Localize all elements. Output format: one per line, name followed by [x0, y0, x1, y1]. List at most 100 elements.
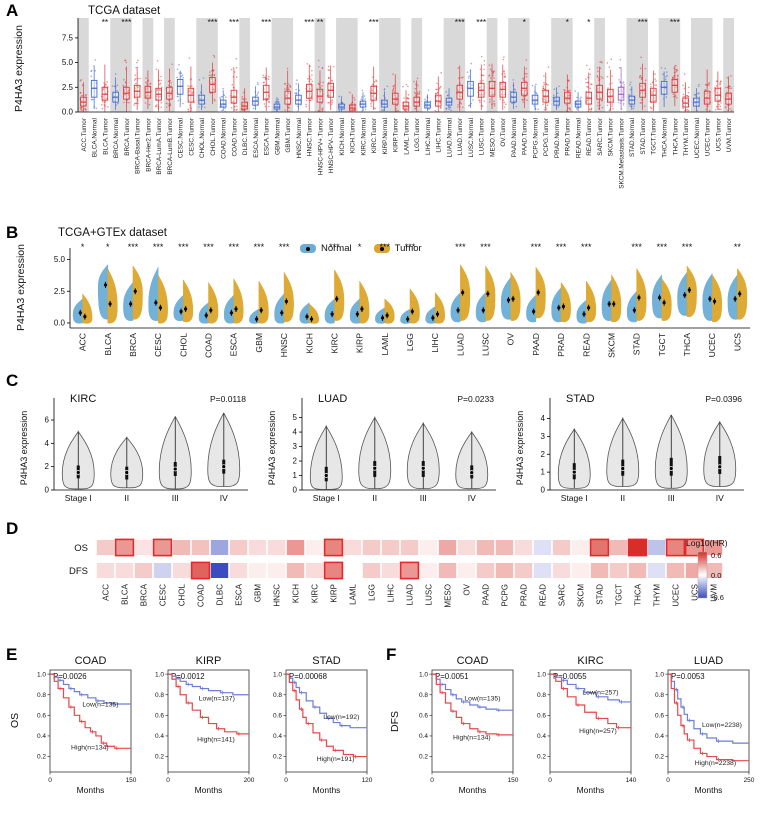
dfs-km-kirc-chart: KIRC 0.2 0.4 0.6 0.8 1.0 0 140 Months P=0.0055 Low… [537, 655, 637, 795]
svg-text:High(n=257): High(n=257) [579, 728, 617, 735]
svg-text:Low(n=135): Low(n=135) [82, 702, 118, 709]
svg-text:KIRC.Normal: KIRC.Normal [360, 118, 367, 156]
svg-text:0.4: 0.4 [655, 733, 664, 740]
svg-text:READ: READ [539, 584, 548, 606]
svg-text:0.2: 0.2 [273, 754, 282, 761]
svg-text:0.2: 0.2 [155, 754, 164, 761]
svg-text:***: *** [682, 242, 693, 252]
panel-b-label: B [6, 223, 19, 242]
svg-text:IV: IV [716, 493, 724, 503]
svg-text:P=0.0233: P=0.0233 [457, 394, 494, 404]
svg-text:Low(n=192): Low(n=192) [323, 714, 359, 721]
svg-text:***: *** [121, 17, 132, 27]
svg-text:BLCA: BLCA [103, 333, 113, 356]
svg-text:ESCA: ESCA [229, 333, 239, 357]
svg-text:0: 0 [45, 486, 50, 495]
svg-text:***: *** [380, 242, 391, 252]
svg-text:PRAD: PRAD [556, 333, 566, 357]
svg-text:HNSC-HPV-.Tumor: HNSC-HPV-.Tumor [328, 117, 335, 173]
svg-text:ESCA.Tumor: ESCA.Tumor [264, 117, 271, 155]
svg-text:0: 0 [430, 777, 434, 784]
svg-text:0.8: 0.8 [155, 692, 164, 699]
svg-text:LIHC.Tumor: LIHC.Tumor [436, 117, 443, 152]
svg-text:2.5: 2.5 [62, 83, 74, 92]
svg-text:P=0.0396: P=0.0396 [705, 394, 742, 404]
svg-text:1.0: 1.0 [419, 671, 428, 678]
svg-text:Months: Months [695, 785, 723, 795]
svg-text:0.2: 0.2 [537, 754, 546, 761]
svg-text:0: 0 [48, 777, 52, 784]
svg-text:LUSC: LUSC [481, 333, 491, 356]
svg-text:LAML: LAML [349, 583, 358, 604]
svg-text:Low(n=257): Low(n=257) [582, 689, 618, 696]
svg-text:P=0.0051: P=0.0051 [435, 672, 469, 681]
median-dot-icon [306, 246, 310, 251]
svg-text:KIRP: KIRP [330, 584, 339, 603]
svg-text:CHOL.Normal: CHOL.Normal [199, 118, 206, 158]
svg-text:STAD.Normal: STAD.Normal [629, 118, 636, 157]
svg-text:P=0.0053: P=0.0053 [671, 672, 705, 681]
svg-text:LUSC.Normal: LUSC.Normal [468, 118, 475, 157]
svg-text:3: 3 [293, 442, 298, 451]
svg-text:0.4: 0.4 [155, 733, 164, 740]
svg-text:Months: Months [195, 785, 223, 795]
svg-text:LGG.Tumor: LGG.Tumor [414, 117, 421, 151]
svg-text:PCPG.Normal: PCPG.Normal [532, 118, 539, 158]
svg-text:LIHC: LIHC [387, 584, 396, 602]
svg-text:BRCA: BRCA [140, 583, 149, 606]
svg-text:0.8: 0.8 [37, 692, 46, 699]
svg-text:TGCT: TGCT [615, 584, 624, 606]
svg-text:SARC: SARC [558, 584, 567, 606]
svg-text:6: 6 [45, 416, 50, 425]
svg-text:***: *** [229, 17, 240, 27]
svg-text:1: 1 [293, 471, 298, 480]
svg-text:Months: Months [77, 785, 105, 795]
svg-text:0.0: 0.0 [62, 108, 74, 117]
svg-text:High(n=191): High(n=191) [317, 756, 355, 763]
svg-text:***: *** [279, 242, 290, 252]
svg-text:Stage I: Stage I [65, 493, 92, 503]
svg-text:Months: Months [313, 785, 341, 795]
svg-text:0.4: 0.4 [419, 733, 428, 740]
svg-text:CESC: CESC [159, 584, 168, 606]
legend-item-tumor: Tumor [373, 243, 422, 254]
svg-text:0.4: 0.4 [537, 733, 546, 740]
panel-a-ylabel: P4HA3 expression [13, 25, 25, 112]
svg-text:KICH.Tumor: KICH.Tumor [350, 117, 357, 153]
svg-text:0: 0 [284, 777, 288, 784]
svg-text:KIRP: KIRP [355, 333, 365, 353]
svg-text:0.4: 0.4 [273, 733, 282, 740]
svg-text:***: *** [254, 242, 265, 252]
svg-text:0.6: 0.6 [655, 713, 664, 720]
svg-text:5.0: 5.0 [62, 58, 74, 67]
os-km-stad-chart: STAD 0.2 0.4 0.6 0.8 1.0 0 120 Months P=0.00068 Lo… [273, 655, 373, 795]
svg-text:SKCM: SKCM [577, 584, 586, 607]
svg-text:0.8: 0.8 [273, 692, 282, 699]
svg-text:150: 150 [126, 777, 137, 784]
svg-text:III: III [420, 493, 427, 503]
svg-text:PAAD: PAAD [482, 584, 491, 605]
svg-text:140: 140 [626, 777, 637, 784]
kirc-stage-violin-chart: P4HA3 expression 0 2 4 6 KIRC P=0.0118 Stage I I… [19, 393, 248, 503]
svg-text:CHOL.Tumor: CHOL.Tumor [210, 117, 217, 156]
svg-text:CHOL: CHOL [178, 583, 187, 606]
svg-text:OV: OV [463, 583, 472, 595]
svg-text:TGCT: TGCT [657, 332, 667, 356]
svg-text:Low(n=137): Low(n=137) [199, 696, 235, 703]
svg-text:0.8: 0.8 [537, 692, 546, 699]
svg-text:0: 0 [293, 486, 298, 495]
svg-text:THYM.Tumor: THYM.Tumor [683, 117, 690, 156]
svg-text:0.6: 0.6 [537, 713, 546, 720]
svg-text:HNSC: HNSC [279, 333, 289, 357]
svg-text:***: *** [153, 242, 164, 252]
svg-text:***: *** [476, 17, 487, 27]
svg-text:LIHC: LIHC [430, 333, 440, 353]
svg-text:KICH: KICH [292, 584, 301, 603]
svg-text:*: * [523, 17, 527, 27]
svg-text:STAD: STAD [632, 333, 642, 355]
os-km-coad-chart: COAD 0.2 0.4 0.6 0.8 1.0 0 150 Months P=0.0026 Low… [37, 655, 137, 795]
svg-text:***: *** [670, 17, 681, 27]
svg-text:PCPG: PCPG [501, 584, 510, 607]
svg-text:***: *** [631, 242, 642, 252]
